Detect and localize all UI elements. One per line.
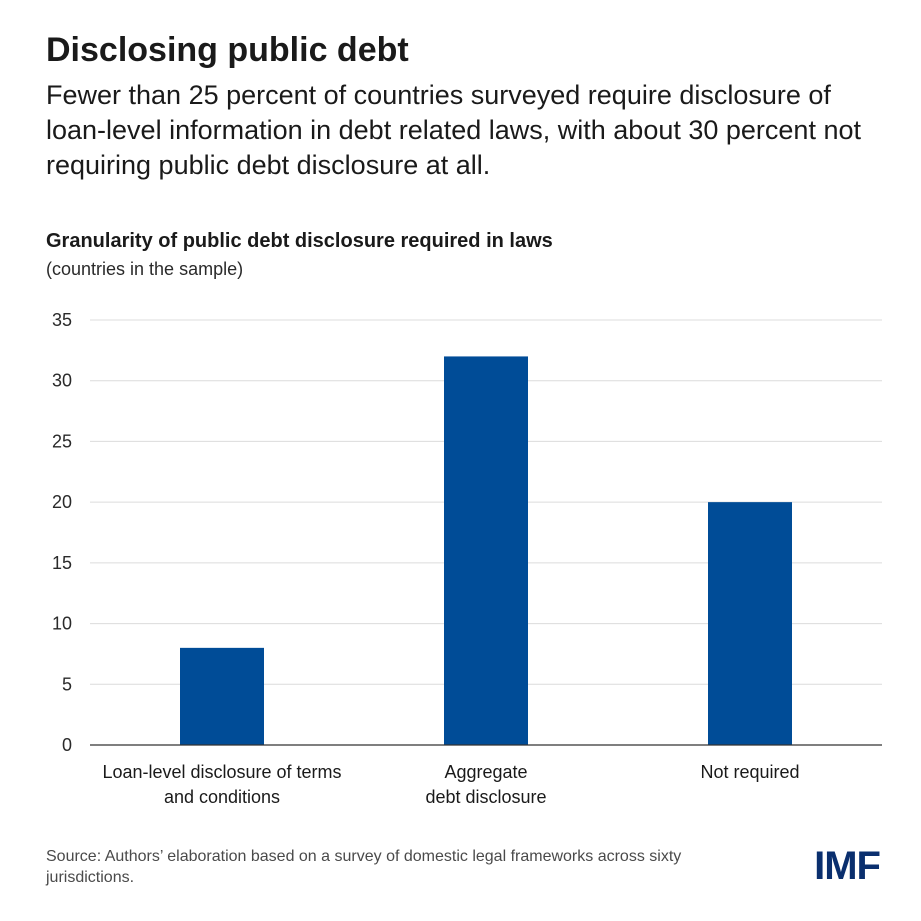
y-tick-label: 5 (62, 674, 72, 694)
bars (180, 356, 792, 745)
bar (444, 356, 528, 745)
bar (180, 647, 264, 745)
x-category-label: and conditions (164, 787, 280, 807)
chart-subtitle: (countries in the sample) (46, 259, 244, 279)
y-tick-label: 0 (62, 735, 72, 755)
imf-logo: IMF (814, 844, 881, 888)
y-tick-label: 25 (52, 431, 72, 451)
y-tick-label: 15 (52, 553, 72, 573)
subhead: Fewer than 25 percent of countries surve… (46, 80, 861, 180)
headline: Disclosing public debt (46, 31, 409, 69)
y-tick-label: 30 (52, 371, 72, 391)
x-category-label: Aggregate (444, 762, 527, 782)
bar (708, 502, 792, 745)
x-category-label: debt disclosure (425, 787, 546, 807)
y-tick-label: 10 (52, 614, 72, 634)
y-tick-label: 20 (52, 492, 72, 512)
x-category-label: Loan-level disclosure of terms (102, 762, 341, 782)
y-axis-ticks: 0 5 10 15 20 25 30 35 (52, 310, 72, 755)
x-category-label: Not required (700, 762, 799, 782)
source-note: Source: Authors’ elaboration based on a … (46, 848, 682, 886)
x-axis-labels: Loan-level disclosure of terms and condit… (102, 762, 799, 807)
y-tick-label: 35 (52, 310, 72, 330)
chart-title: Granularity of public debt disclosure re… (46, 230, 553, 252)
